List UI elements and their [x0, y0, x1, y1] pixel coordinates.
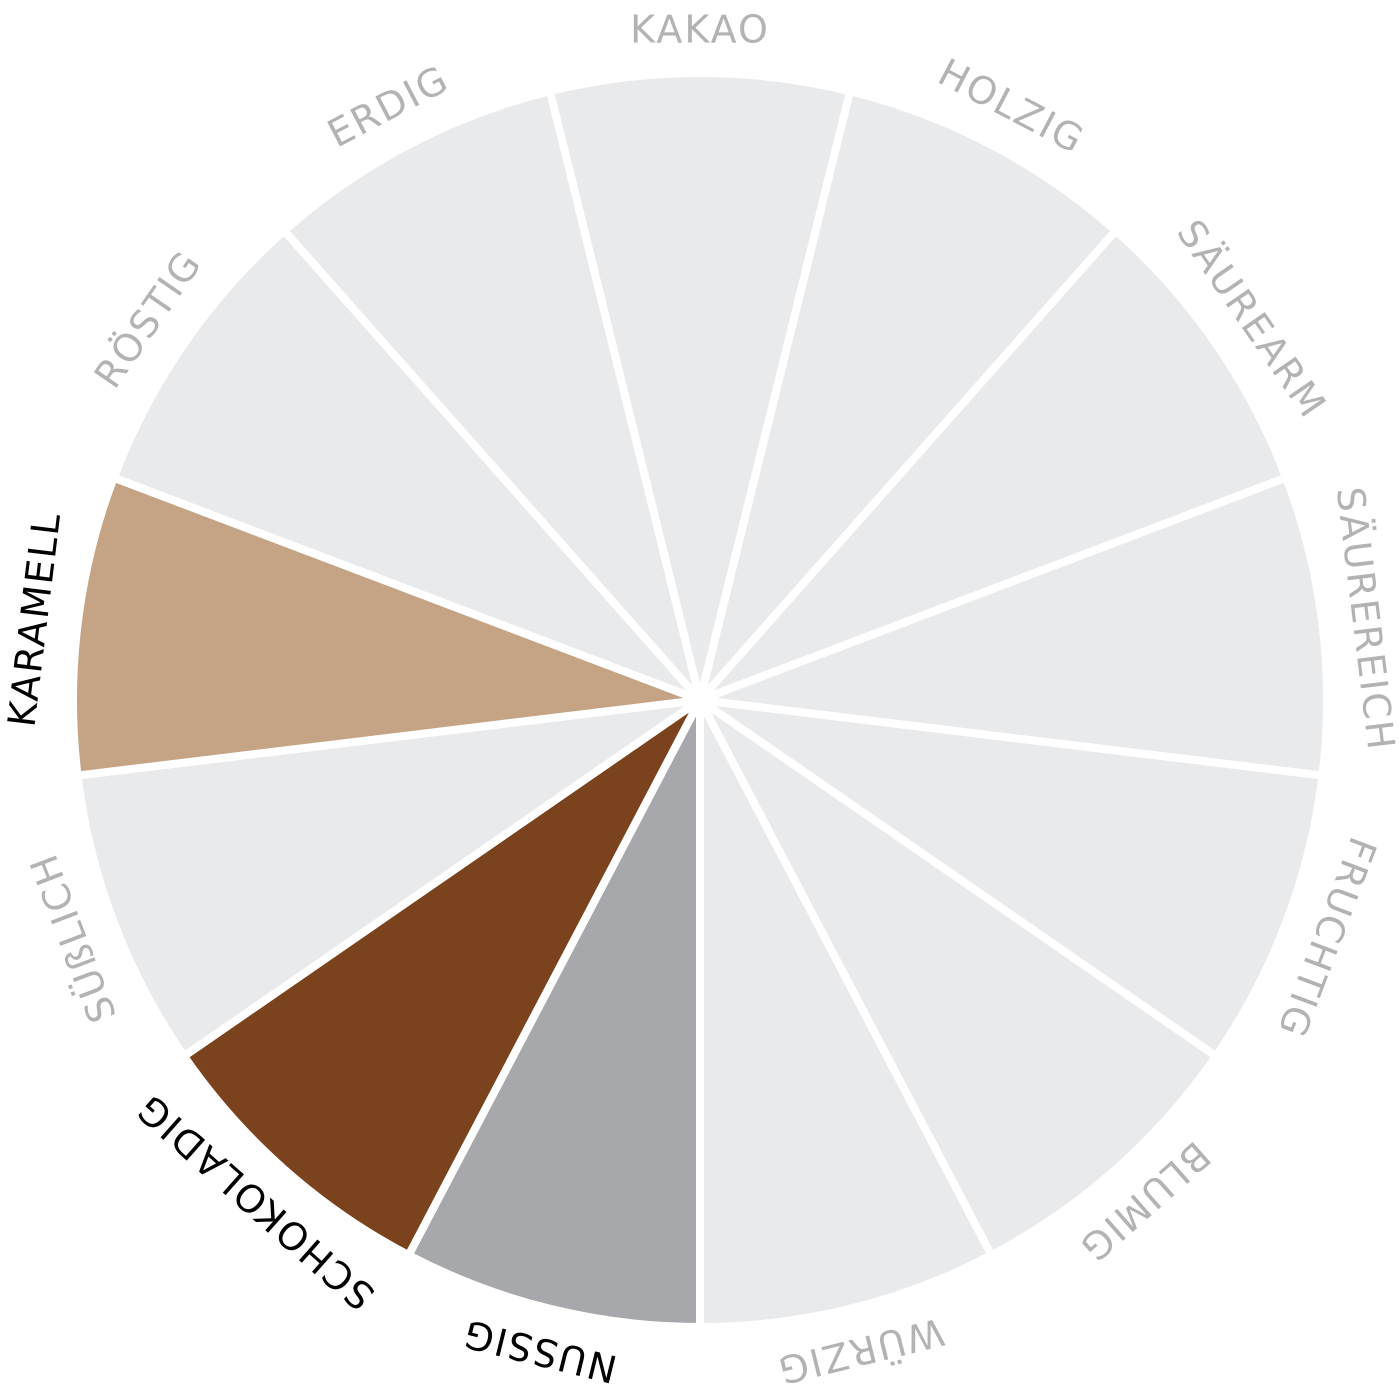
segment-label: SÄUREREICH [1328, 485, 1400, 754]
wheel-segment [696, 696, 996, 1331]
wheel-segment [179, 696, 704, 1260]
wheel-segment [696, 696, 1221, 1260]
wheel-segment [404, 696, 704, 1331]
wheel-segment [696, 473, 1331, 780]
segment-label: NUSSIG [458, 1311, 621, 1391]
segment-label: KARAMELL [0, 509, 69, 729]
wheel-segment [545, 69, 855, 704]
wheel-segment [69, 473, 704, 780]
wheel-segment [73, 696, 704, 1061]
wheel-segment [696, 226, 1291, 704]
wheel-segment [280, 87, 704, 704]
wheel-segment [696, 696, 1327, 1061]
segment-label: KAKAO [630, 8, 770, 52]
wheel-segment [696, 87, 1120, 704]
wheel-segment [109, 226, 704, 704]
